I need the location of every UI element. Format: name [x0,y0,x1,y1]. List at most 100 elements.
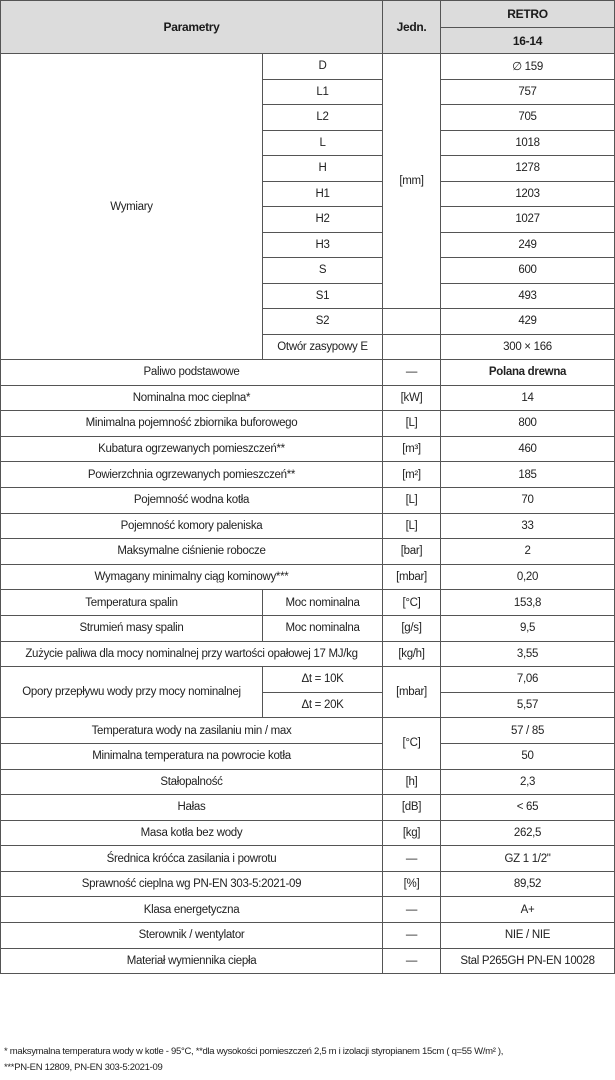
table-row: Klasa energetyczna — A+ [0,896,615,924]
row-value: 50 [440,742,615,770]
row-sublabel: Δt = 20K [261,691,384,719]
row-label: Temperatura spalin [0,589,263,616]
row-value: 800 [440,410,615,437]
row-unit: [mbar] [382,666,442,719]
table-row: Strumień masy spalin Moc nominalna [g/s]… [0,614,615,642]
dim-name: Otwór zasypowy E [261,333,384,360]
table-row: Stałopalność [h] 2,3 [0,768,615,796]
row-label: Pojemność komory paleniska [0,512,384,540]
row-label: Zużycie paliwa dla mocy nominalnej przy … [0,640,384,668]
dim-value: 493 [440,282,615,309]
row-value: GZ 1 1/2" [440,845,615,872]
row-label: Opory przepływu wody przy mocy nominalne… [0,666,263,719]
row-value: 262,5 [440,819,615,847]
row-unit: — [382,845,442,872]
row-label: Temperatura wody na zasilaniu min / max [0,717,384,744]
row-label: Powierzchnia ogrzewanych pomieszczeń** [0,461,384,488]
dim-name: H3 [261,231,384,258]
row-value: 460 [440,435,615,463]
dim-name: S2 [261,308,384,335]
row-unit: [h] [382,768,442,796]
row-label: Pojemność wodna kotła [0,486,384,514]
table-row: Minimalna temperatura na powrocie kotła … [0,742,615,770]
row-label: Masa kotła bez wody [0,819,384,847]
row-unit: — [382,896,442,924]
row-unit: [kW] [382,384,442,412]
table-row: Sterownik / wentylator — NIE / NIE [0,922,615,949]
row-unit: [kg] [382,819,442,847]
row-unit: [°C] [382,717,442,770]
table-row: Hałas [dB] < 65 [0,794,615,821]
wymiary-label: Wymiary [0,53,263,360]
dim-name: H1 [261,180,384,207]
dim-name: S [261,257,384,284]
parameters-table: Parametry Jedn. RETRO 16-14 Wymiary D [m… [0,0,615,975]
footnote-line: ***PN-EN 12809, PN-EN 303-5:2021-09 [4,1062,163,1073]
dim-value: 1203 [440,180,615,207]
dim-value: ∅ 159 [440,53,615,80]
row-label: Średnica króćca zasilania i powrotu [0,845,384,872]
table-row: Pojemność komory paleniska [L] 33 [0,512,615,540]
table-row: S 600 [1,257,615,284]
row-label: Nominalna moc cieplna* [0,384,384,412]
dim-value: 1278 [440,155,615,182]
table-row: L1 757 [1,78,615,105]
dim-value: 757 [440,78,615,105]
row-label: Stałopalność [0,768,384,796]
row-label: Materiał wymiennika ciepła [0,947,384,975]
table-row: Paliwo podstawowe — Polana drewna [0,359,615,386]
row-value: < 65 [440,794,615,821]
row-unit: [bar] [382,538,442,565]
table-row: Zużycie paliwa dla mocy nominalnej przy … [0,640,615,668]
row-value: 9,5 [440,614,615,642]
header-parametry: Parametry [0,0,384,54]
row-label: Wymagany minimalny ciąg kominowy*** [0,563,384,591]
row-unit: [L] [382,410,442,437]
table-row: Sprawność cieplna wg PN-EN 303-5:2021-09… [0,870,615,898]
row-value: 14 [440,384,615,412]
row-value: 33 [440,512,615,540]
row-unit: [g/s] [382,614,442,642]
row-value: 0,20 [440,563,615,591]
dim-value: 429 [440,308,615,335]
table-row: S1 493 [1,282,615,309]
table-row: Wymiary D [mm] ∅ 159 [0,53,615,360]
row-unit: [°C] [382,589,442,616]
dim-value: 1027 [440,206,615,233]
row-unit: [%] [382,870,442,898]
dim-name: L1 [261,78,384,105]
row-unit: [L] [382,486,442,514]
row-value: A+ [440,896,615,924]
table-row: S2 429 [1,308,615,335]
dim-value: 600 [440,257,615,284]
dim-name: L2 [261,104,384,131]
row-label: Sterownik / wentylator [0,922,384,949]
table-row: H1 1203 [1,180,615,207]
row-value: 2,3 [440,768,615,796]
header-unit: Jedn. [382,0,442,54]
row-value: 3,55 [440,640,615,668]
table-row: Powierzchnia ogrzewanych pomieszczeń** [… [0,461,615,488]
row-value: 5,57 [440,691,615,719]
dim-name: H [261,155,384,182]
row-value: 153,8 [440,589,615,616]
dim-name: S1 [261,282,384,309]
header-model: RETRO [440,0,615,28]
table-row: Wymagany minimalny ciąg kominowy*** [mba… [0,563,615,591]
row-value: NIE / NIE [440,922,615,949]
row-sublabel: Moc nominalna [261,614,384,642]
table-row: Temperatura wody na zasilaniu min / max … [0,717,615,770]
row-unit: — [382,947,442,975]
table-row: Masa kotła bez wody [kg] 262,5 [0,819,615,847]
dim-unit-empty [382,333,442,360]
row-label: Minimalna pojemność zbiornika buforowego [0,410,384,437]
row-label: Kubatura ogrzewanych pomieszczeń** [0,435,384,463]
row-value: 185 [440,461,615,488]
table-row: Temperatura spalin Moc nominalna [°C] 15… [0,589,615,616]
dim-value: 1018 [440,129,615,156]
row-label: Sprawność cieplna wg PN-EN 303-5:2021-09 [0,870,384,898]
row-value: 70 [440,486,615,514]
footnote: * maksymalna temperatura wody w kotle - … [4,1044,612,1076]
table-row: Materiał wymiennika ciepła — Stal P265GH… [0,947,615,975]
dim-value: 249 [440,231,615,258]
